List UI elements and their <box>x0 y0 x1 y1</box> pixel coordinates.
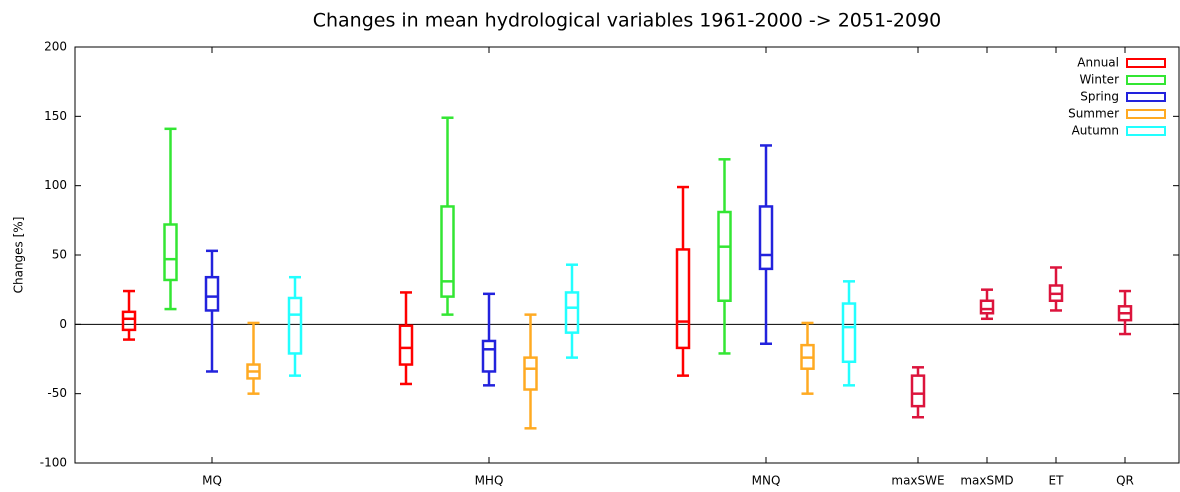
y-tick-label: 200 <box>44 40 67 54</box>
legend-label: Winter <box>1079 73 1119 87</box>
legend-label: Spring <box>1080 90 1119 104</box>
box <box>398 324 414 366</box>
box <box>841 302 857 364</box>
x-tick-label: MHQ <box>475 474 504 488</box>
x-tick-label: MNQ <box>752 474 781 488</box>
legend-label: Autumn <box>1072 124 1119 138</box>
box <box>163 223 178 282</box>
x-tick-label: MQ <box>202 474 222 488</box>
box <box>717 210 732 303</box>
box <box>440 205 455 298</box>
x-tick-label: maxSMD <box>960 474 1013 488</box>
x-tick-label: ET <box>1049 474 1065 488</box>
box <box>287 296 303 355</box>
y-tick-label: 100 <box>44 178 67 192</box>
legend-swatch <box>1126 75 1166 85</box>
legend-swatch <box>1126 92 1166 102</box>
box <box>758 205 774 271</box>
box <box>204 275 220 312</box>
y-tick-label: -50 <box>47 386 67 400</box>
box <box>481 339 497 373</box>
plot-frame <box>74 46 1180 464</box>
y-tick-label: -100 <box>40 456 67 470</box>
box <box>564 291 580 334</box>
y-tick-label: 0 <box>59 317 67 331</box>
legend-swatch <box>1126 109 1166 119</box>
x-tick-label: QR <box>1116 474 1134 488</box>
legend-label: Summer <box>1068 107 1119 121</box>
x-tick-label: maxSWE <box>891 474 944 488</box>
box <box>910 374 926 408</box>
y-tick-label: 150 <box>44 109 67 123</box>
legend-swatch <box>1126 126 1166 136</box>
y-tick-label: 50 <box>52 248 67 262</box>
box <box>523 356 538 391</box>
legend-swatch <box>1126 58 1166 68</box>
chart-title: Changes in mean hydrological variables 1… <box>313 10 942 32</box>
box <box>121 310 137 332</box>
box <box>979 299 995 315</box>
box <box>675 248 691 350</box>
y-axis-label: Changes [%] <box>12 217 26 294</box>
legend-label: Annual <box>1077 56 1119 70</box>
